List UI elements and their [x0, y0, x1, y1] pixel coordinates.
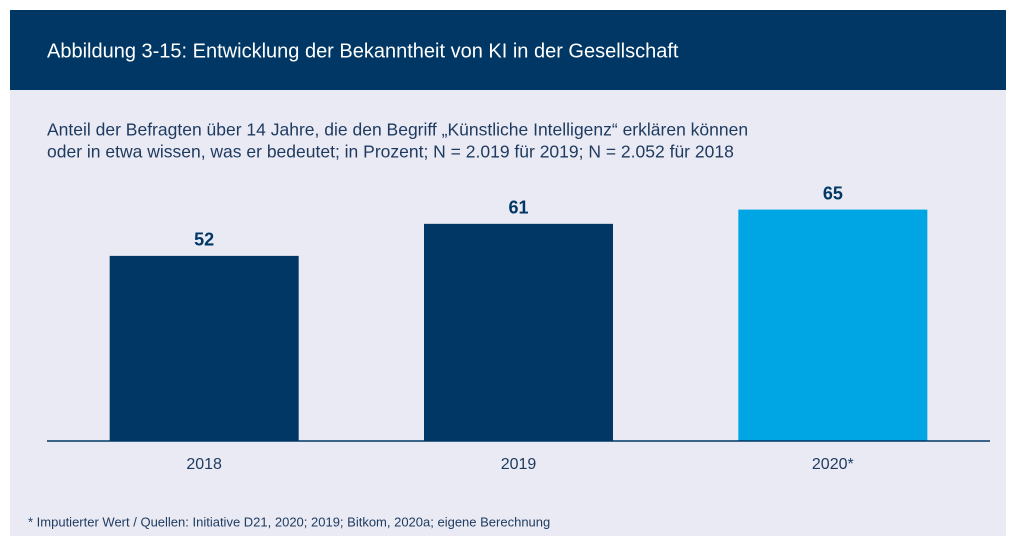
footnote: * Imputierter Wert / Quellen: Initiative…	[28, 514, 550, 529]
value-label: 52	[194, 230, 214, 250]
chart-title: Abbildung 3-15: Entwicklung der Bekannth…	[47, 40, 679, 62]
x-tick-label: 2018	[186, 456, 222, 473]
header	[10, 10, 1006, 90]
bar	[738, 209, 928, 441]
bar	[109, 255, 299, 441]
subtitle: oder in etwa wissen, was er bedeutet; in…	[47, 142, 734, 162]
value-label: 65	[823, 183, 843, 203]
subtitle: Anteil der Befragten über 14 Jahre, die …	[47, 120, 748, 140]
value-label: 61	[508, 198, 528, 218]
bar	[424, 223, 613, 441]
x-tick-label: 2020*	[812, 456, 854, 473]
x-tick-label: 2019	[501, 456, 537, 473]
